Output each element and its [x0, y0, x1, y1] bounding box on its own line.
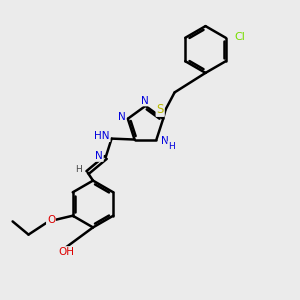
Text: OH: OH [58, 247, 74, 257]
Text: H: H [168, 142, 175, 151]
Text: N: N [141, 95, 149, 106]
Text: H: H [75, 165, 81, 174]
Text: N: N [95, 151, 103, 161]
Text: HN: HN [94, 131, 110, 141]
Text: O: O [47, 215, 55, 225]
Text: N: N [118, 112, 126, 122]
Text: Cl: Cl [235, 32, 246, 42]
Text: N: N [161, 136, 169, 146]
Text: S: S [157, 103, 164, 116]
